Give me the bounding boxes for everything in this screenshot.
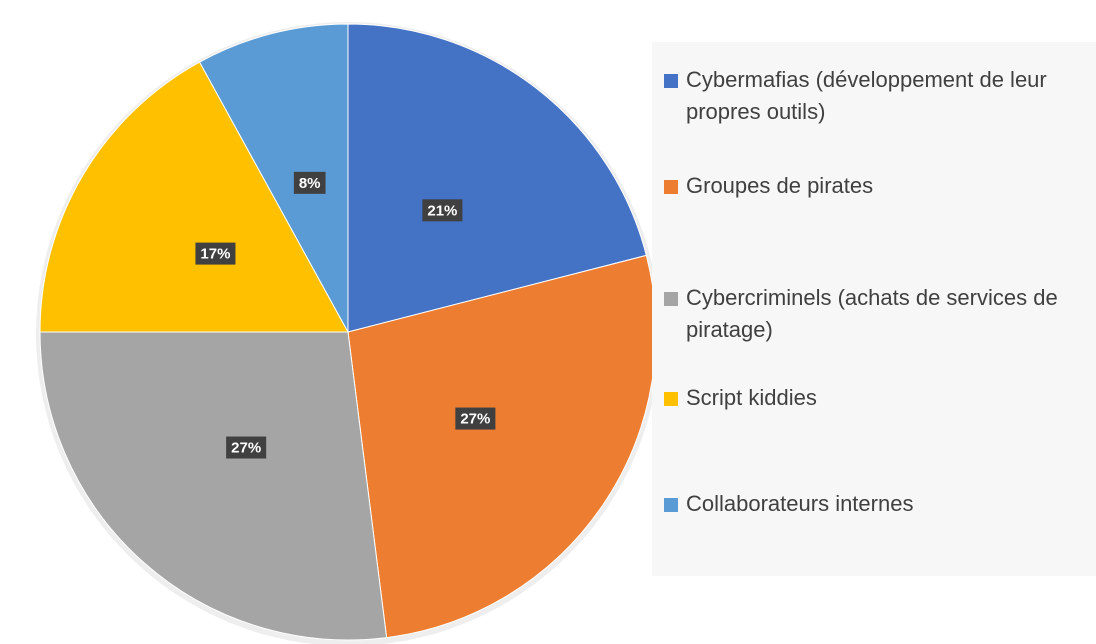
- data-label-text: 21%: [427, 202, 457, 219]
- pie-slice: [198, 23, 349, 333]
- data-label-text: 8%: [299, 175, 321, 192]
- data-label-text: 17%: [200, 246, 230, 263]
- legend-label: Groupes de pirates: [686, 173, 874, 198]
- data-label: 27%: [455, 407, 496, 430]
- data-label: 27%: [226, 436, 267, 459]
- legend: Cybermafias (développement de leur propr…: [652, 42, 1096, 576]
- legend-label: Collaborateurs internes: [686, 491, 914, 516]
- legend-label: Script kiddies: [686, 385, 817, 410]
- data-label-box: [195, 242, 236, 265]
- legend-swatch: [664, 392, 678, 406]
- chart: 21% 27% 27% 17% 8%: [36, 22, 652, 644]
- data-label-text: 27%: [460, 411, 490, 428]
- legend-item: Script kiddies: [664, 382, 1058, 414]
- legend-swatch: [664, 292, 678, 306]
- legend-swatch: [664, 74, 678, 88]
- legend-label: Cybercriminels (achats de services de pi…: [686, 285, 1058, 342]
- pie-slice: [347, 254, 652, 639]
- legend-swatch: [664, 180, 678, 194]
- data-label: 8%: [293, 171, 326, 194]
- pie-slice: [347, 23, 647, 333]
- legend-item: Cybermafias (développement de leur propr…: [664, 64, 1058, 128]
- data-label: 21%: [422, 199, 463, 222]
- legend-item: Collaborateurs internes: [664, 488, 1058, 520]
- data-label-box: [293, 171, 326, 194]
- legend-label: Cybermafias (développement de leur propr…: [686, 67, 1047, 124]
- pie-slice: [39, 61, 349, 333]
- legend-item: Groupes de pirates: [664, 170, 1058, 202]
- data-label-box: [455, 407, 496, 430]
- legend-swatch: [664, 498, 678, 512]
- data-label: 17%: [195, 242, 236, 265]
- legend-item: Cybercriminels (achats de services de pi…: [664, 282, 1058, 346]
- pie-slice: [39, 331, 388, 641]
- data-label-box: [422, 199, 463, 222]
- data-label-text: 27%: [231, 439, 261, 456]
- data-label-box: [226, 436, 267, 459]
